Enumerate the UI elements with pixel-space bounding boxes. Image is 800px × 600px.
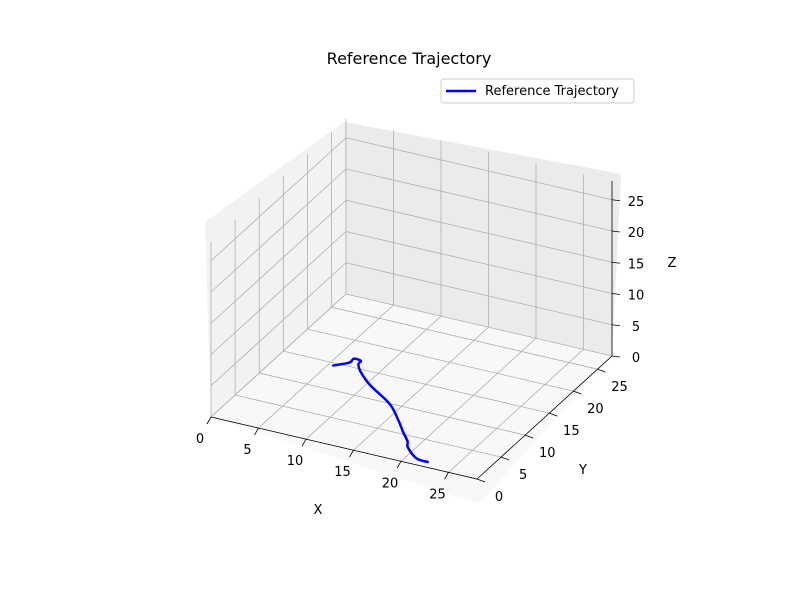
z-tick-label: 0 <box>632 351 640 366</box>
y-tick-label: 5 <box>519 468 527 483</box>
x-tick-mark-0 <box>206 416 212 425</box>
y-tick-label: 15 <box>563 424 580 439</box>
grid-x-floor-15 <box>353 326 489 451</box>
y-tick-label: 25 <box>611 380 628 395</box>
y-tick-label: 10 <box>539 446 556 461</box>
x-tick-label: 5 <box>243 443 251 458</box>
pane-back-x <box>344 122 621 356</box>
z-tick-mark-15 <box>611 261 621 264</box>
series-group <box>331 357 429 464</box>
pane-back-y <box>205 122 346 417</box>
x-axis-line <box>210 416 478 480</box>
grid-x-floor-5 <box>258 304 394 429</box>
z-tick-label: 10 <box>628 289 645 304</box>
grid-z-left-20 <box>210 168 347 293</box>
grid-z-left-0 <box>210 293 347 418</box>
grid-y-floor-25 <box>331 306 598 370</box>
x-tick-mark-25 <box>444 472 449 480</box>
grid-x-floor-20 <box>400 337 537 462</box>
grid-z-left-15 <box>210 199 347 324</box>
grid-z-left-10 <box>210 231 347 355</box>
chart-title: Reference Trajectory <box>327 49 492 68</box>
legend: Reference Trajectory <box>440 78 635 104</box>
pane-floor <box>211 294 612 504</box>
x-tick-label: 10 <box>287 454 304 469</box>
grid-y-floor-20 <box>307 328 574 392</box>
grid-y-floor-5 <box>235 394 502 458</box>
grid-x-floor-10 <box>305 315 442 440</box>
grid-z-back-15 <box>345 199 613 263</box>
grid-z-left-5 <box>210 262 347 387</box>
z-tick-mark-10 <box>611 293 621 295</box>
x-tick-mark-5 <box>254 427 259 436</box>
z-tick-label: 15 <box>628 257 645 272</box>
y-tick-mark-20 <box>573 390 582 395</box>
x-tick-label: 20 <box>382 476 399 491</box>
series-line-reference-trajectory <box>331 357 429 464</box>
z-tick-label: 20 <box>628 226 645 241</box>
grid-z-back-20 <box>345 168 613 232</box>
x-tick-label: 25 <box>429 487 446 502</box>
x-tick-mark-10 <box>301 438 307 447</box>
grid-x-floor-25 <box>448 349 584 473</box>
axes <box>206 181 621 483</box>
x-tick-label: 15 <box>334 465 351 480</box>
y-axis-line <box>476 355 613 480</box>
grid-z-back-25 <box>345 137 613 201</box>
y-tick-mark-0 <box>476 478 486 483</box>
z-axis-label: Z <box>668 256 677 271</box>
z-tick-mark-20 <box>611 230 621 233</box>
tick-labels: 0 0 0 5 5 5 10 10 10 15 15 15 20 20 20 25 25 25 <box>196 195 644 505</box>
y-axis-label: Y <box>578 463 587 478</box>
grid-z-back-0 <box>345 293 613 357</box>
z-tick-label: 25 <box>628 195 645 210</box>
legend-box <box>440 78 635 104</box>
y-tick-mark-10 <box>525 434 534 439</box>
y-tick-label: 0 <box>495 490 503 505</box>
grid-lines <box>210 119 613 480</box>
z-tick-mark-25 <box>611 199 621 202</box>
grid-z-left-25 <box>210 137 347 262</box>
z-tick-mark-5 <box>611 324 621 327</box>
y-tick-label: 20 <box>587 402 604 417</box>
x-tick-label: 0 <box>196 432 204 447</box>
grid-z-back-5 <box>345 262 613 326</box>
z-tick-mark-0 <box>611 355 621 358</box>
y-tick-mark-5 <box>500 456 510 461</box>
legend-label-reference-trajectory: Reference Trajectory <box>485 84 619 99</box>
x-axis-label: X <box>314 503 323 518</box>
y-tick-mark-15 <box>549 412 558 417</box>
x-tick-mark-20 <box>396 461 402 469</box>
grid-z-back-10 <box>345 231 613 294</box>
z-tick-label: 5 <box>632 320 640 335</box>
grid-y-floor-10 <box>259 372 526 436</box>
y-tick-mark-25 <box>597 368 606 373</box>
x-tick-mark-15 <box>349 450 354 458</box>
grid-y-floor-15 <box>283 350 550 414</box>
